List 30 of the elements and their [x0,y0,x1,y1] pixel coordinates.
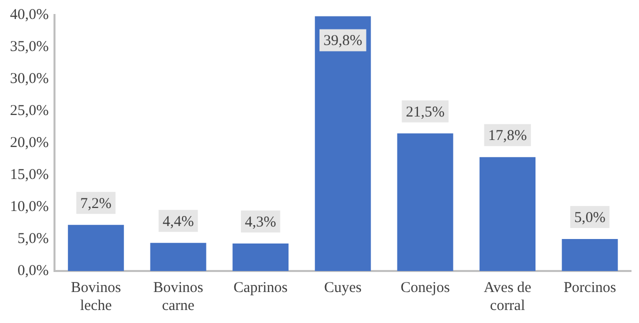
y-tick-label: 25,0% [10,102,49,119]
y-tick-label: 10,0% [10,198,49,215]
x-tick-label: Cuyes [324,280,362,296]
data-label: 4,4% [162,214,194,230]
bar [314,16,371,271]
x-tick-label: Conejos [400,280,450,296]
y-tick-label: 5,0% [17,230,49,247]
x-tick-label: Bovinos carne [153,280,204,314]
bar [232,243,289,271]
x-tick-label: Porcinos [564,280,616,296]
x-tick-label: Bovinos leche [70,280,122,314]
bar [562,239,618,271]
data-label: 4,3% [244,214,276,230]
data-label: 39,8% [324,33,362,50]
y-tick-label: 0,0% [17,262,49,279]
data-label: 21,5% [406,104,445,120]
y-tick-label: 20,0% [10,134,49,151]
y-tick-label: 15,0% [10,166,49,183]
data-label: 5,0% [574,210,606,226]
x-tick-label: Aves de corral [484,280,532,314]
bar [68,224,124,271]
y-tick-label: 30,0% [10,70,49,87]
y-tick-label: 35,0% [10,38,49,55]
bar [480,157,536,271]
x-tick-label: Caprinos [233,280,288,296]
data-label: 17,8% [488,128,527,144]
y-tick-label: 40,0% [10,6,49,23]
data-label: 7,2% [80,196,112,212]
bar [150,242,206,271]
bar [397,133,454,271]
